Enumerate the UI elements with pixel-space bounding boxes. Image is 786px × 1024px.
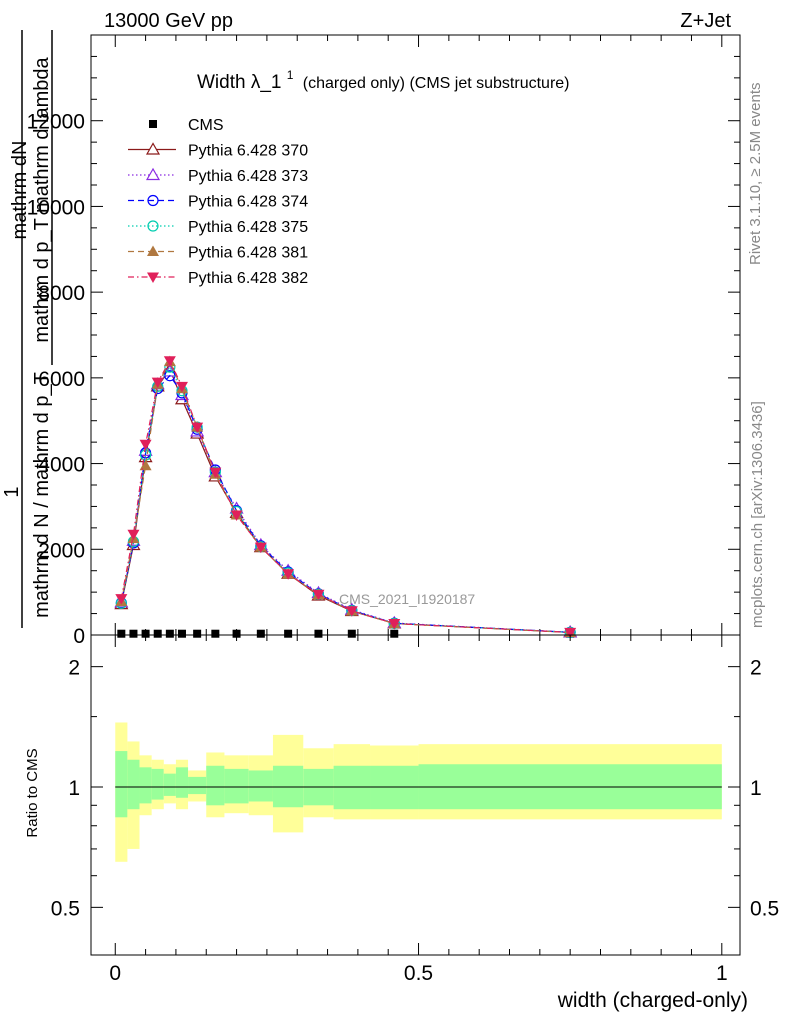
- y-tick-label: 12000: [27, 111, 85, 134]
- mc-data-point: [151, 377, 164, 389]
- legend-marker: [149, 120, 157, 128]
- mc-data-point: [282, 569, 295, 580]
- analysis-watermark: CMS_2021_I1920187: [339, 591, 475, 607]
- ratio-inner-band-bin: [163, 773, 176, 796]
- legend-marker: [147, 220, 159, 232]
- y-tick-label: 4000: [38, 454, 85, 477]
- ratio-y-tick-label: 2: [68, 657, 80, 680]
- ratio-inner-band-bin: [188, 776, 207, 795]
- cms-data-point: [211, 629, 220, 638]
- ratio-inner-band-bin: [127, 759, 140, 810]
- legend-marker: [147, 194, 159, 207]
- legend-entry-label: Pythia 6.428 370: [188, 143, 308, 160]
- y-tick-label: 6000: [38, 368, 85, 391]
- mc-data-point: [345, 606, 358, 617]
- cms-data-point: [193, 629, 202, 638]
- mc-data-point: [191, 422, 204, 434]
- cms-data-point: [232, 629, 241, 638]
- cms-data-point: [129, 629, 138, 638]
- header-right: Z+Jet: [680, 10, 731, 32]
- main-axes: 0 2000 4000 6000 8000 10000 12000: [27, 35, 740, 648]
- mc-data-point: [127, 529, 140, 541]
- mc-data-point: [163, 356, 176, 367]
- mc-data-point: [388, 619, 401, 630]
- ratio-y-tick-label-right: 2: [750, 657, 762, 680]
- mc-data-point: [564, 627, 577, 639]
- series-cms: [117, 629, 575, 638]
- series-line: [120, 360, 571, 634]
- cms-data-point: [390, 629, 399, 638]
- cms-data-point: [117, 629, 126, 638]
- mc-data-point: [139, 439, 152, 451]
- y-tick-label: 8000: [38, 282, 85, 305]
- ylabel-one: 1: [1, 486, 23, 497]
- ylabel-denominator: mathrm d N / mathrm d p_T: [31, 372, 53, 618]
- ratio-y-tick-label-right: 1: [750, 777, 762, 800]
- cms-data-point: [177, 629, 186, 638]
- legend-entry-label: CMS: [188, 117, 224, 134]
- mc-data-point: [312, 589, 325, 601]
- mc-data-point: [175, 381, 188, 393]
- mc-data-point: [209, 467, 222, 479]
- legend: CMS Pythia 6.428 370 Pythia 6.428 373 Pythi…: [128, 117, 308, 287]
- legend-entry-label: Pythia 6.428 373: [188, 168, 308, 185]
- cms-data-point: [314, 629, 323, 638]
- legend-entry-label: Pythia 6.428 375: [188, 219, 308, 236]
- ratio-inner-band-bin: [206, 765, 225, 806]
- mc-data-point: [254, 542, 267, 554]
- header-left: 13000 GeV pp: [104, 10, 233, 32]
- x-tick-label: 0: [109, 962, 121, 985]
- legend-entry-label: Pythia 6.428 381: [188, 245, 308, 262]
- mcplots-label: mcplots.cern.ch [arXiv:1306.3436]: [749, 401, 766, 628]
- title-rest: (charged only) (CMS jet substructure): [303, 75, 570, 92]
- cms-data-point: [256, 629, 265, 638]
- cms-data-point: [153, 629, 162, 638]
- ratio-panel: 0.5 0.5 1 1 2 2 0 0.5 1: [51, 634, 779, 985]
- legend-marker: [147, 245, 159, 256]
- ratio-inner-band-bin: [139, 767, 152, 804]
- ratio-axes: 0.5 0.5 1 1 2 2 0 0.5 1: [51, 635, 779, 985]
- ratio-inner-band-bin: [224, 768, 249, 804]
- ratio-inner-band-bin: [248, 770, 273, 802]
- series-382: [115, 356, 577, 639]
- y-tick-label: 10000: [27, 196, 85, 219]
- x-tick-label: 0.5: [404, 962, 433, 985]
- ratio-y-tick-label: 1: [68, 777, 80, 800]
- ratio-inner-band-bin: [175, 767, 189, 798]
- main-ylabel: 1 mathrm dN mathrm d p_T mathrm d lambda…: [1, 30, 53, 628]
- main-panel: 0 2000 4000 6000 8000 10000 12000: [27, 34, 741, 648]
- y-tick-label: 2000: [38, 539, 85, 562]
- ratio-frame: [90, 634, 741, 956]
- ratio-ylabel: Ratio to CMS: [24, 748, 41, 837]
- main-series-group: [114, 355, 578, 639]
- cms-data-point: [347, 629, 356, 638]
- mc-data-point: [230, 510, 243, 521]
- ratio-inner-band-bin: [115, 751, 128, 818]
- x-axis-label: width (charged-only): [557, 989, 748, 1012]
- cms-data-point: [165, 629, 174, 638]
- ylabel-numerator: mathrm dN: [9, 141, 31, 240]
- ratio-bands: [115, 722, 722, 862]
- cms-data-point: [141, 629, 150, 638]
- mc-data-point: [139, 459, 152, 471]
- legend-entry-label: Pythia 6.428 374: [188, 194, 308, 211]
- legend-marker: [145, 142, 161, 155]
- mc-data-point: [115, 594, 128, 605]
- cms-data-point: [284, 629, 293, 638]
- x-tick-label: 1: [716, 962, 728, 985]
- plot-title: Width λ_1 1 (charged only) (CMS jet subs…: [197, 63, 570, 93]
- legend-entry-label: Pythia 6.428 382: [188, 270, 308, 287]
- legend-marker: [145, 167, 161, 181]
- ratio-inner-band-bin: [151, 768, 164, 800]
- title-sup: 1: [287, 68, 294, 82]
- ratio-y-tick-label-right: 0.5: [750, 897, 779, 920]
- title-main: Width λ_1: [197, 72, 281, 93]
- y-tick-label: 0: [73, 625, 85, 648]
- rivet-label: Rivet 3.1.10, ≥ 2.5M events: [747, 83, 764, 266]
- svg-text:Width λ_1 1 (charg: Width λ_1 1 (charged only) (CMS jet subs…: [197, 63, 570, 93]
- legend-marker: [147, 272, 159, 283]
- ylabel-numerator-sub: mathrm d p_T mathrm d lambda: [31, 56, 53, 342]
- ratio-y-tick-label: 0.5: [51, 897, 80, 920]
